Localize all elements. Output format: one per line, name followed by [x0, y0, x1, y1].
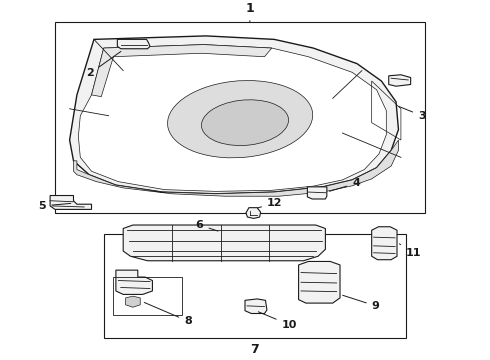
Polygon shape [389, 75, 411, 86]
Polygon shape [70, 36, 398, 194]
Bar [114, 277, 182, 315]
Polygon shape [245, 299, 267, 314]
Text: 8: 8 [144, 302, 192, 326]
Bar [55, 22, 425, 213]
Bar [104, 234, 406, 338]
Polygon shape [78, 45, 386, 192]
Polygon shape [307, 187, 327, 199]
Text: 3: 3 [399, 106, 426, 121]
Polygon shape [117, 39, 150, 49]
Polygon shape [298, 261, 340, 303]
Text: 1: 1 [245, 2, 254, 22]
Text: 7: 7 [250, 343, 259, 356]
Text: 10: 10 [258, 312, 297, 330]
Text: 11: 11 [399, 244, 421, 258]
Polygon shape [50, 195, 92, 210]
Polygon shape [74, 140, 398, 196]
Text: 5: 5 [39, 201, 71, 211]
Polygon shape [372, 227, 397, 260]
Text: 9: 9 [343, 295, 380, 311]
Text: 2: 2 [86, 51, 121, 78]
Text: 6: 6 [196, 220, 218, 231]
Polygon shape [92, 45, 272, 96]
Ellipse shape [201, 100, 289, 145]
Polygon shape [246, 208, 261, 219]
Polygon shape [123, 225, 325, 261]
Polygon shape [125, 296, 140, 307]
Text: 12: 12 [257, 198, 282, 208]
Polygon shape [116, 270, 152, 294]
Ellipse shape [168, 81, 313, 158]
Text: 4: 4 [329, 178, 360, 191]
